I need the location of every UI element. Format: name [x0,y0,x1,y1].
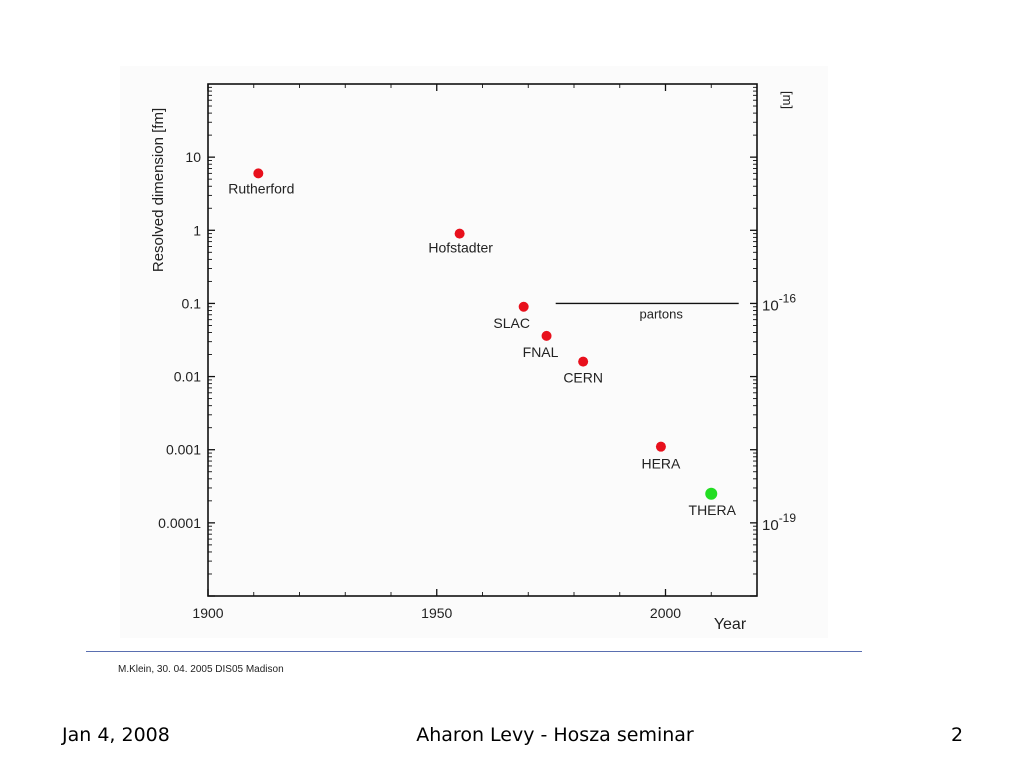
y-tick-label: 1 [193,222,201,238]
figure-credit: M.Klein, 30. 04. 2005 DIS05 Madison [118,664,284,675]
x-tick-label: 1900 [192,605,223,621]
figure-panel: 1900 1950 2000 10 1 0.1 0.01 0.001 0.0001 10-16 10… [120,66,828,638]
ticks-layer [207,84,758,597]
y-tick-label: 0.001 [166,442,201,458]
footer-date: Jan 4, 2008 [62,724,170,746]
point-label-cern: CERN [563,370,603,386]
annotation-layer: partons [555,302,739,321]
y2-tick-label: 10-19 [762,511,796,534]
point-label-slac: SLAC [493,315,530,331]
data-point-cern [578,356,589,367]
data-point-hera [655,441,666,452]
data-point-fnal [541,330,552,341]
point-label-thera: THERA [689,502,737,518]
point-label-rutherford: Rutherford [228,180,294,196]
y-tick-label: 10 [185,149,201,165]
plot-frame [207,83,758,597]
y-axis-label: Resolved dimension [fm] [150,108,167,272]
y-tick-label: 0.01 [174,369,201,385]
slide-divider-line [86,651,862,652]
data-point-rutherford [253,168,264,179]
point-label-hera: HERA [641,456,681,472]
resolution-scatter-chart: 1900 1950 2000 10 1 0.1 0.01 0.001 0.0001 10-16 10… [150,83,796,633]
y2-axis-label: [m] [780,91,795,109]
tick-labels-layer: 1900 1950 2000 10 1 0.1 0.01 0.001 0.0001 10-16 10… [158,149,796,621]
point-label-hofstadter: Hofstadter [428,240,493,256]
data-point-thera [705,487,718,500]
data-point-hofstadter [454,228,465,239]
y-tick-label: 0.0001 [158,515,201,531]
partons-label: partons [640,306,684,321]
point-label-fnal: FNAL [523,344,559,360]
footer-page-number: 2 [951,724,964,746]
y2-tick-label: 10-16 [762,291,796,314]
x-tick-label: 2000 [650,605,681,621]
x-tick-label: 1950 [421,605,452,621]
data-point-slac [518,301,529,312]
x-axis-label: Year [714,616,747,633]
y-tick-label: 0.1 [182,295,202,311]
footer-title: Aharon Levy - Hosza seminar [416,724,694,746]
